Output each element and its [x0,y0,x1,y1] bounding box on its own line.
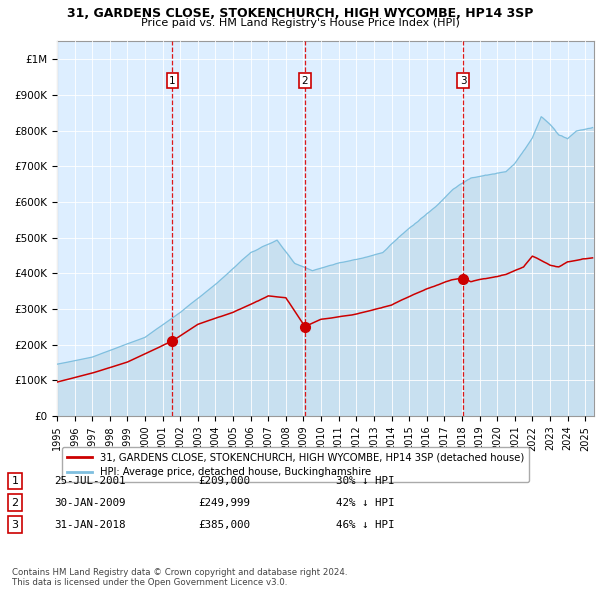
Legend: 31, GARDENS CLOSE, STOKENCHURCH, HIGH WYCOMBE, HP14 3SP (detached house), HPI: A: 31, GARDENS CLOSE, STOKENCHURCH, HIGH WY… [62,447,529,482]
Text: 31-JAN-2018: 31-JAN-2018 [54,520,125,529]
Text: £385,000: £385,000 [198,520,250,529]
Text: 2: 2 [11,498,19,507]
Text: £249,999: £249,999 [198,498,250,507]
Text: Price paid vs. HM Land Registry's House Price Index (HPI): Price paid vs. HM Land Registry's House … [140,18,460,28]
Text: 1: 1 [11,476,19,486]
Text: Contains HM Land Registry data © Crown copyright and database right 2024.
This d: Contains HM Land Registry data © Crown c… [12,568,347,587]
Text: 3: 3 [460,76,467,86]
Text: £209,000: £209,000 [198,476,250,486]
Text: 31, GARDENS CLOSE, STOKENCHURCH, HIGH WYCOMBE, HP14 3SP: 31, GARDENS CLOSE, STOKENCHURCH, HIGH WY… [67,7,533,20]
Text: 46% ↓ HPI: 46% ↓ HPI [336,520,395,529]
Text: 30-JAN-2009: 30-JAN-2009 [54,498,125,507]
Text: 1: 1 [169,76,176,86]
Text: 30% ↓ HPI: 30% ↓ HPI [336,476,395,486]
Text: 42% ↓ HPI: 42% ↓ HPI [336,498,395,507]
Text: 25-JUL-2001: 25-JUL-2001 [54,476,125,486]
Text: 3: 3 [11,520,19,529]
Text: 2: 2 [302,76,308,86]
